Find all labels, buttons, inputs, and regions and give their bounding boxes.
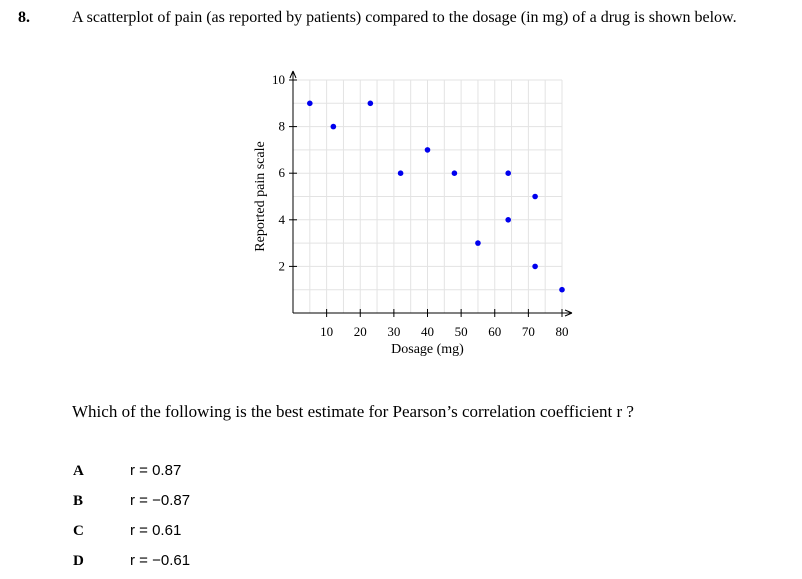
data-point (559, 286, 565, 293)
x-tick-label: 20 (354, 324, 367, 339)
y-axis-label: Reported pain scale (253, 141, 268, 251)
data-point (532, 193, 538, 200)
data-point (451, 170, 458, 176)
data-point (424, 147, 431, 153)
data-point (397, 170, 404, 176)
option-a-text[interactable]: r = 0.87 (130, 462, 182, 479)
data-point (307, 100, 313, 107)
question-number: 8. (18, 9, 30, 26)
x-tick-label: 50 (455, 324, 468, 339)
y-tick-label: 4 (279, 212, 286, 227)
data-point (475, 240, 481, 246)
data-point (505, 217, 511, 223)
option-a-letter[interactable]: A (73, 463, 84, 479)
x-axis-arrow (564, 309, 573, 317)
y-axis-arrow (289, 70, 297, 79)
x-tick-label: 40 (421, 324, 434, 339)
x-tick-label: 10 (320, 324, 333, 339)
option-d-letter[interactable]: D (73, 553, 84, 569)
data-point (532, 263, 538, 270)
x-axis-label: Dosage (mg) (391, 342, 464, 357)
option-d-text[interactable]: r = −0.61 (130, 552, 191, 569)
y-tick-label: 8 (279, 119, 286, 134)
data-point (330, 123, 337, 130)
scatterplot: 10 20 30 40 50 60 70 80 2 4 6 8 10 Dosage (mg) Reporte… (250, 68, 590, 373)
question-prompt: Which of the following is the best estim… (72, 402, 634, 421)
option-c-text[interactable]: r = 0.61 (130, 522, 182, 539)
option-c-letter[interactable]: C (73, 523, 84, 539)
data-point (367, 100, 374, 107)
x-tick-label: 30 (387, 324, 400, 339)
x-tick-label: 80 (556, 324, 569, 339)
x-tick-label: 70 (522, 324, 535, 339)
option-b-text[interactable]: r = −0.87 (130, 492, 191, 509)
y-tick-label: 2 (279, 258, 286, 273)
scatterplot-svg: 10 20 30 40 50 60 70 80 2 4 6 8 10 Dosage (mg) Reporte… (253, 70, 573, 357)
data-point (505, 170, 511, 176)
y-tick-label: 10 (272, 72, 285, 87)
y-tick-label: 6 (279, 165, 286, 180)
question-text: A scatterplot of pain (as reported by pa… (72, 9, 737, 26)
x-tick-label: 60 (488, 324, 501, 339)
option-b-letter[interactable]: B (73, 493, 84, 509)
